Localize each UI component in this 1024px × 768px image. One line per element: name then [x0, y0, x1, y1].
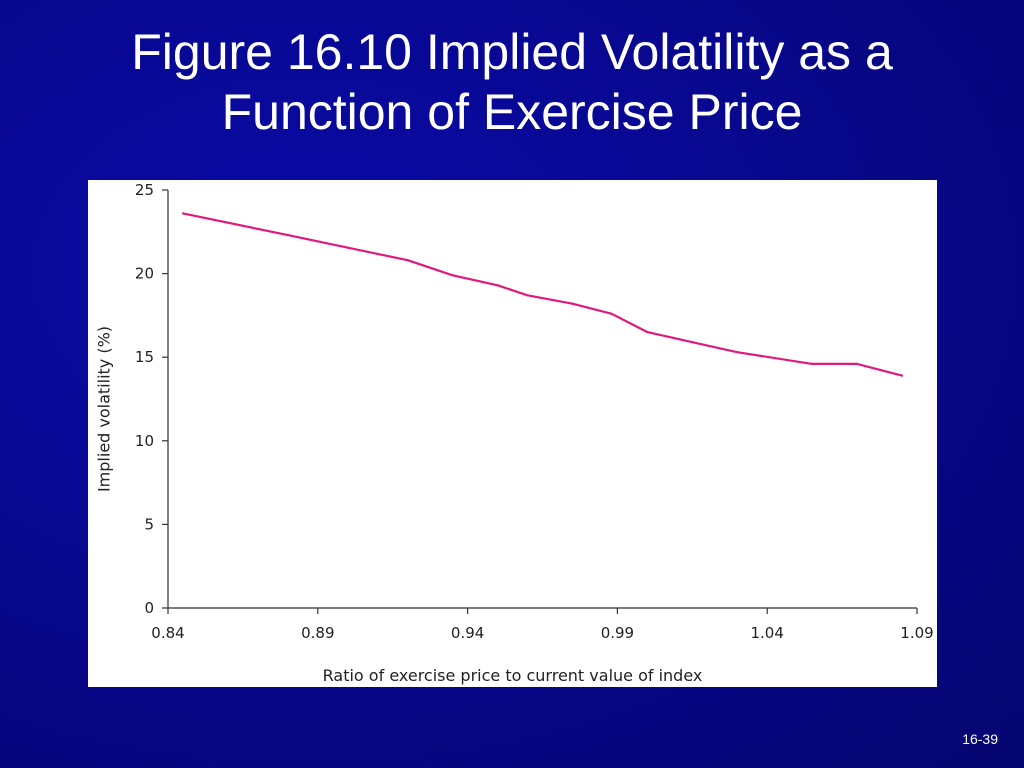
slide-number: 16-39: [962, 731, 998, 747]
slide-title-line-2: Function of Exercise Price: [221, 84, 803, 140]
x-axis-title: Ratio of exercise price to current value…: [323, 666, 703, 685]
x-tick-label: 1.04: [750, 624, 783, 642]
tick-marks: [162, 189, 918, 614]
axes: [167, 190, 917, 609]
data-point: [610, 312, 613, 315]
y-axis-title: Implied volatility (%): [95, 326, 114, 492]
data-point: [406, 259, 409, 262]
data-point: [571, 302, 574, 305]
data-series: [181, 212, 904, 377]
x-tick-label: 1.09: [900, 624, 933, 642]
data-point: [691, 341, 694, 344]
data-point: [855, 362, 859, 365]
data-point: [181, 212, 185, 215]
line-chart: 0.84 0.89 0.94 0.99 1.04 1.09 0 5 10 15 20 25 Ratio…: [95, 181, 934, 685]
y-tick-label: 0: [144, 599, 154, 617]
x-tick-label: 0.94: [451, 624, 484, 642]
y-tick-label: 20: [135, 265, 154, 283]
data-point: [496, 284, 499, 287]
slide-title-line-1: Figure 16.10 Implied Volatility as a: [131, 24, 893, 80]
y-tick-label: 15: [135, 348, 154, 366]
x-tick-label: 0.84: [151, 624, 184, 642]
y-tick-label: 5: [144, 515, 154, 533]
chart-panel: 0.84 0.89 0.94 0.99 1.04 1.09 0 5 10 15 20 25 Ratio…: [88, 180, 937, 687]
y-tick-label: 10: [135, 432, 154, 450]
x-tick-label: 0.99: [601, 624, 634, 642]
y-tick-label: 25: [135, 181, 154, 199]
slide-title: Figure 16.10 Implied Volatility as a Fun…: [0, 22, 1024, 142]
data-point: [811, 362, 814, 365]
data-point: [736, 351, 739, 354]
data-point: [646, 331, 649, 334]
data-point: [900, 374, 904, 377]
x-tick-label: 0.89: [301, 624, 334, 642]
series-line: [182, 212, 903, 377]
data-point: [526, 294, 529, 297]
data-point: [286, 234, 289, 237]
data-point: [451, 274, 454, 277]
tick-labels: 0.84 0.89 0.94 0.99 1.04 1.09 0 5 10 15 20 25: [135, 181, 934, 642]
